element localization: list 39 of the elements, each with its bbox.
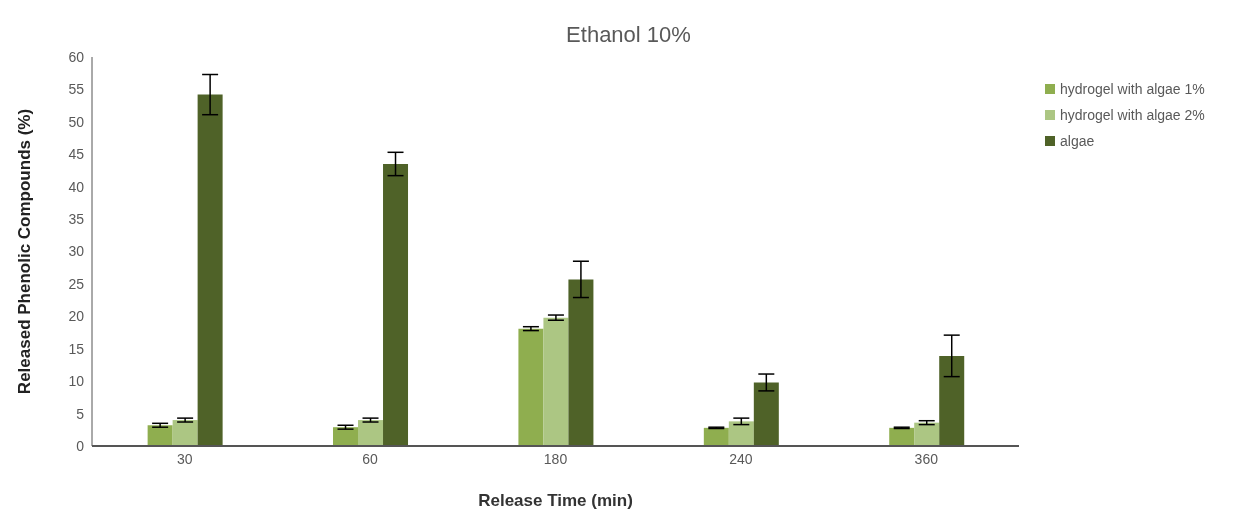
bar <box>383 163 409 446</box>
y-tick-label: 40 <box>68 178 85 195</box>
bar <box>703 427 729 446</box>
y-tick-label: 55 <box>68 81 85 98</box>
bar <box>172 420 198 446</box>
y-tick-label: 60 <box>68 48 85 65</box>
x-tick-label: 30 <box>176 450 193 467</box>
x-tick-label: 60 <box>362 450 379 467</box>
bar <box>914 422 940 446</box>
bar <box>939 355 965 446</box>
x-tick-label: 360 <box>914 450 939 467</box>
y-axis-title: Released Phenolic Compounds (%) <box>15 108 35 395</box>
x-tick-label: 240 <box>729 450 753 467</box>
x-axis-title: Release Time (min) <box>478 491 633 510</box>
y-tick-label: 10 <box>68 373 85 390</box>
y-tick-label: 30 <box>68 243 85 260</box>
bar <box>728 421 754 446</box>
y-tick-label: 35 <box>68 211 85 228</box>
legend-label: hydrogel with algae 2% <box>1060 106 1205 125</box>
chart-title: Ethanol 10% <box>565 22 692 48</box>
y-tick-label: 15 <box>68 340 85 357</box>
legend-label: algae <box>1060 132 1095 151</box>
bar <box>543 317 569 446</box>
y-tick-label: 25 <box>68 275 85 292</box>
y-tick-label: 5 <box>76 405 85 422</box>
y-tick-label: 0 <box>76 437 85 454</box>
bar <box>889 427 915 446</box>
y-tick-label: 45 <box>68 146 85 163</box>
bar <box>568 279 594 446</box>
bar <box>147 425 173 446</box>
bar <box>753 382 779 446</box>
y-tick-label: 50 <box>68 113 85 130</box>
bar <box>518 328 544 446</box>
bar <box>358 420 384 446</box>
x-tick-label: 180 <box>543 450 568 467</box>
bar <box>333 427 359 446</box>
legend-label: hydrogel with algae 1% <box>1060 80 1205 99</box>
y-tick-label: 20 <box>68 308 85 325</box>
bar <box>197 94 223 446</box>
